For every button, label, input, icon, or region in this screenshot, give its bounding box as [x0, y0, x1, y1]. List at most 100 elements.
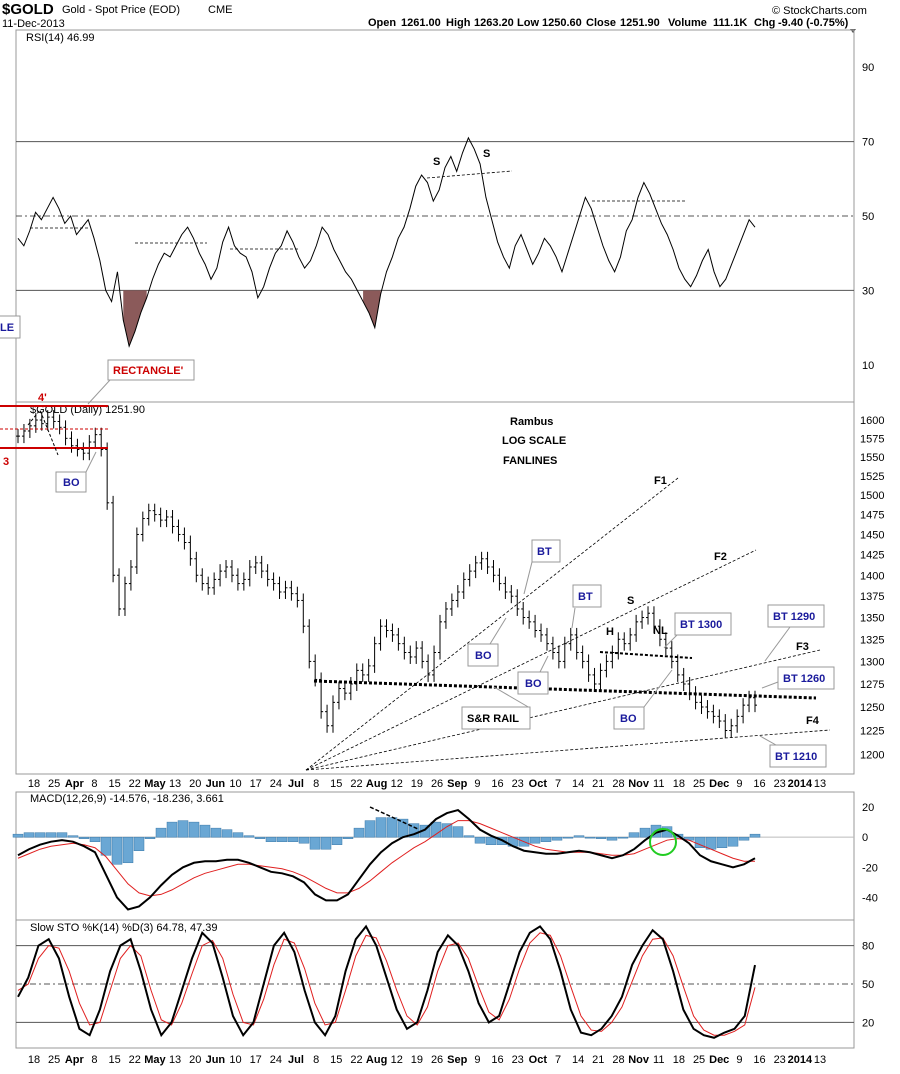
macd-histogram-bar — [375, 817, 387, 838]
rectangle-point-4: 4' — [38, 392, 47, 404]
macd-histogram-bar — [474, 836, 486, 844]
rsi-title: RSI(14) 46.99 — [26, 32, 94, 44]
macd-histogram-bar — [452, 826, 464, 838]
rsi-panel-frame — [15, 29, 855, 403]
x-tick-label: 23 — [774, 1054, 786, 1066]
macd-histogram-bar — [463, 835, 475, 838]
x-tick-label: May — [144, 778, 166, 790]
low-label: Low — [517, 17, 539, 29]
price-y-tick: 1600 — [860, 415, 884, 427]
watermark: © StockCharts.com — [772, 5, 867, 17]
macd-histogram-bar — [265, 836, 277, 842]
instrument-name: Gold - Spot Price (EOD) — [62, 4, 180, 16]
x-tick-label: Dec — [709, 1054, 729, 1066]
x-tick-label: Jul — [288, 778, 304, 790]
rsi-y-tick: 90 — [862, 62, 874, 74]
macd-histogram-bar — [89, 836, 101, 842]
x-tick-label: Aug — [366, 778, 387, 790]
rectangle-point-3: 3 — [3, 456, 9, 468]
x-tick-label: 11 — [653, 778, 664, 790]
x-tick-label: 17 — [250, 778, 262, 790]
macd-histogram-bar — [342, 836, 354, 839]
x-axis-bottom: 18 25 Apr 8 15 22 May 13 20 Jun 10 17 24 Jul 8 15 22 Aug 1… — [28, 1054, 826, 1066]
fanline-f2 — [305, 549, 757, 771]
x-tick-label: Jul — [288, 1054, 304, 1066]
x-tick-label: 24 — [270, 1054, 282, 1066]
macd-histogram-bar — [188, 821, 200, 838]
callout-bt-1260: BT 1260 — [761, 666, 835, 690]
x-tick-label: 9 — [736, 778, 742, 790]
macd-histogram-bar — [155, 827, 167, 838]
macd-y-tick: 20 — [862, 802, 874, 814]
macd-histogram-bar — [309, 836, 321, 850]
macd-y-tick: 0 — [862, 832, 868, 844]
x-tick-label: Nov — [628, 1054, 650, 1066]
svg-text:BT 1290: BT 1290 — [773, 611, 815, 623]
rectangle-path — [27, 409, 59, 456]
low-value: 1250.60 — [542, 17, 582, 29]
stochastic-layer: 20 50 80 — [16, 924, 874, 1039]
x-tick-label: 19 — [411, 1054, 423, 1066]
callout-bt-1210: BT 1210 — [759, 735, 827, 768]
callout-bo-3: BO — [517, 655, 549, 695]
price-y-tick: 1400 — [860, 570, 884, 582]
x-tick-label: 12 — [391, 778, 403, 790]
x-tick-label: 14 — [572, 778, 584, 790]
x-tick-label: 23 — [512, 778, 524, 790]
rsi-oversold-fill — [123, 290, 147, 347]
rsi-hs-neckline — [426, 170, 513, 179]
price-y-tick: 1475 — [860, 510, 884, 522]
sto-y-tick: 20 — [862, 1017, 874, 1029]
sto-y-tick: 80 — [862, 941, 874, 953]
macd-histogram-bar — [595, 836, 607, 839]
x-tick-label: 20 — [189, 1054, 201, 1066]
macd-cross-circle — [649, 828, 677, 856]
svg-text:BO: BO — [475, 650, 492, 662]
x-tick-label: 12 — [391, 1054, 403, 1066]
annotation-log-scale: LOG SCALE — [502, 435, 566, 447]
price-y-tick: 1375 — [860, 591, 884, 603]
x-tick-label: 19 — [411, 778, 423, 790]
svg-text:BT 1300: BT 1300 — [680, 619, 722, 631]
high-value: 1263.20 — [474, 17, 514, 29]
x-tick-label: 8 — [91, 1054, 97, 1066]
x-tick-label: Dec — [709, 778, 729, 790]
svg-text:BO: BO — [63, 477, 80, 489]
x-tick-label: 18 — [673, 1054, 685, 1066]
x-tick-label: 20 — [189, 778, 201, 790]
price-y-tick: 1500 — [860, 490, 884, 502]
hs-left-shoulder: H — [606, 626, 614, 638]
macd-histogram-bar — [606, 836, 618, 841]
x-tick-label: 21 — [592, 1054, 604, 1066]
macd-histogram-bar — [727, 836, 739, 847]
x-tick-label: Sep — [447, 778, 467, 790]
rsi-shoulder-left: S — [433, 156, 440, 168]
svg-text:LE: LE — [0, 322, 14, 334]
exchange: CME — [208, 4, 232, 16]
x-tick-label: 24 — [270, 778, 282, 790]
macd-histogram-bar — [298, 836, 310, 844]
macd-histogram-bar — [716, 836, 728, 848]
fanline-label-f3: F3 — [796, 641, 809, 653]
x-tick-label: 18 — [28, 778, 40, 790]
callout-sr-rail: S&R RAIL — [461, 686, 531, 730]
macd-histogram-bar — [23, 832, 35, 838]
sto-k-line — [17, 924, 756, 1039]
macd-histogram-bar — [133, 836, 145, 851]
rsi-layer: 10 30 50 70 90 — [16, 62, 874, 372]
macd-histogram-bar — [243, 835, 255, 838]
x-tick-label: 2014 — [788, 1054, 813, 1066]
open-value: 1261.00 — [401, 17, 441, 29]
x-tick-label: 2014 — [788, 778, 813, 790]
fanline-f1 — [305, 477, 679, 771]
sr-rail-line — [313, 679, 817, 700]
macd-histogram-bar — [320, 836, 332, 850]
fanline-f4 — [305, 729, 831, 771]
x-tick-label: 10 — [229, 1054, 241, 1066]
x-tick-label: 26 — [431, 1054, 443, 1066]
fanlines — [305, 477, 831, 771]
rsi-shoulder-right: S — [483, 148, 490, 160]
macd-histogram-bar — [78, 836, 90, 839]
macd-histogram-bar — [254, 836, 266, 839]
macd-histogram-bar — [562, 836, 574, 839]
